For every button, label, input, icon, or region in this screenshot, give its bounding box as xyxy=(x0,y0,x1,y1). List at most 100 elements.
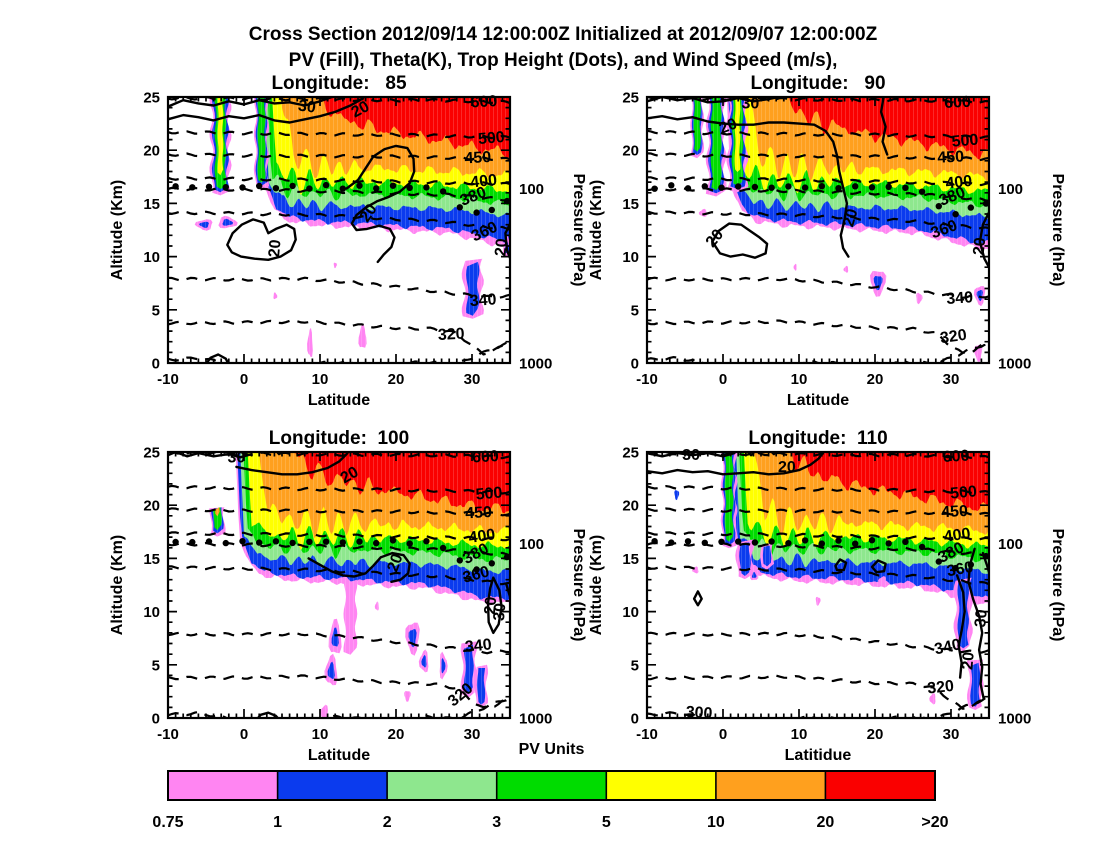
trop-height-dots xyxy=(651,182,989,218)
y-tick-label: 15 xyxy=(143,551,160,568)
y-tick-label: 20 xyxy=(143,143,160,160)
theta-label-320: 320 xyxy=(926,678,954,698)
wind-label-20: 20 xyxy=(492,238,510,257)
trop-dot xyxy=(967,561,974,568)
x-tick-label: 0 xyxy=(240,726,248,743)
theta-label-400: 400 xyxy=(945,173,973,193)
theta-label-340: 340 xyxy=(946,289,974,308)
theta-label-400: 400 xyxy=(468,526,497,547)
theta-contour-340 xyxy=(647,631,989,654)
theta-contour-360 xyxy=(647,565,989,586)
colorbar: 0.75 1 2 3 5 10 20 >20 xyxy=(152,770,949,831)
wind-contour-30 xyxy=(505,582,510,609)
trop-dot xyxy=(456,557,463,564)
y-tick-label: 5 xyxy=(631,657,639,674)
trop-dot xyxy=(289,182,296,190)
y-tick-label: 15 xyxy=(622,196,639,213)
wind-contour-20 xyxy=(870,559,887,574)
trop-dot xyxy=(835,537,842,544)
trop-dot xyxy=(801,537,809,544)
axis-ticks xyxy=(167,451,511,719)
colorbar-label-3: 3 xyxy=(492,814,501,831)
wind-contour-30 xyxy=(746,452,756,457)
trop-dot xyxy=(885,183,892,190)
colorbar-dividers xyxy=(276,771,827,800)
trop-dot xyxy=(423,538,430,545)
x-tick-label: 30 xyxy=(464,371,481,388)
trop-dot xyxy=(488,560,495,567)
trop-dot xyxy=(339,185,346,192)
theta-contour-360 xyxy=(647,210,989,230)
figure-title: Cross Section 2012/09/14 12:00:00Z Initi… xyxy=(248,24,878,45)
panel-plot-area xyxy=(168,97,510,363)
trop-dot xyxy=(406,540,413,547)
colorbar-label-0.75: 0.75 xyxy=(152,814,183,831)
theta-contour-400 xyxy=(168,531,510,542)
plot-border xyxy=(166,95,512,365)
theta-label-320: 320 xyxy=(939,327,968,348)
theta-contour-320 xyxy=(647,674,989,710)
trop-dot xyxy=(373,185,380,192)
wind-contour-20 xyxy=(834,558,848,572)
theta-contour-500 xyxy=(168,130,510,140)
y-tick-label: 0 xyxy=(631,356,639,373)
panel-title: Longitude: 100 xyxy=(269,428,409,449)
y-tick-label: 25 xyxy=(622,90,639,107)
trop-dot xyxy=(668,539,675,546)
colorbar-label-20: 20 xyxy=(817,814,835,831)
pressure-tick-label: 100 xyxy=(519,181,544,198)
x-tick-label: -10 xyxy=(157,371,179,388)
colorbar-cell-2 xyxy=(387,771,497,800)
trop-dot xyxy=(306,538,313,545)
theta-contour-320 xyxy=(647,319,989,354)
trop-dot xyxy=(239,184,246,191)
panel-title: Longitude: 90 xyxy=(750,73,885,94)
x-tick-label: -10 xyxy=(157,726,179,743)
wind-label-20: 20 xyxy=(717,115,740,137)
trop-dot xyxy=(356,182,363,189)
theta-label-450: 450 xyxy=(941,503,969,521)
trop-dot xyxy=(935,558,942,565)
wind-label-30: 30 xyxy=(228,449,246,466)
theta-contour-320 xyxy=(168,674,510,709)
wind-label-30: 30 xyxy=(972,609,990,628)
wind-contour-20 xyxy=(692,590,703,607)
theta-contour-450 xyxy=(168,507,510,517)
trop-dot xyxy=(952,211,959,218)
theta-contour-360 xyxy=(168,210,510,231)
x-axis-title: Latitude xyxy=(787,392,849,409)
wind-contour-20 xyxy=(307,551,411,583)
y-tick-label: 5 xyxy=(152,302,160,319)
theta-contour-400 xyxy=(168,176,510,187)
trop-dot xyxy=(373,539,380,547)
wind-contour-20 xyxy=(168,97,366,124)
trop-dot xyxy=(389,537,397,544)
pressure-tick-label: 1000 xyxy=(998,711,1031,728)
fill-texture xyxy=(647,452,989,718)
theta-label-340: 340 xyxy=(469,291,497,310)
trop-dot xyxy=(701,539,708,546)
x-tick-label: 20 xyxy=(388,371,405,388)
axis-ticks xyxy=(167,96,511,364)
trop-dot xyxy=(852,183,859,190)
wind-label-30: 30 xyxy=(491,602,509,621)
x-tick-label: 0 xyxy=(719,726,727,743)
panel-title: Longitude: 110 xyxy=(748,428,887,449)
panel-plot-area xyxy=(647,97,989,363)
fill-texture xyxy=(168,97,510,363)
theta-label-400: 400 xyxy=(470,172,498,192)
y-tick-label: 20 xyxy=(143,498,160,515)
pressure-tick-label: 100 xyxy=(998,536,1023,553)
colorbar-label-5: 5 xyxy=(602,814,611,831)
trop-dot xyxy=(222,539,229,547)
colorbar-label-2: 2 xyxy=(383,814,392,831)
trop-dot xyxy=(668,182,675,189)
y-tick-label: 10 xyxy=(622,604,639,621)
trop-dot xyxy=(684,538,692,545)
wind-label-20: 20 xyxy=(338,464,362,488)
theta-label-600: 600 xyxy=(470,93,498,111)
trop-dot xyxy=(205,538,213,545)
pressure-tick-label: 100 xyxy=(519,536,544,553)
